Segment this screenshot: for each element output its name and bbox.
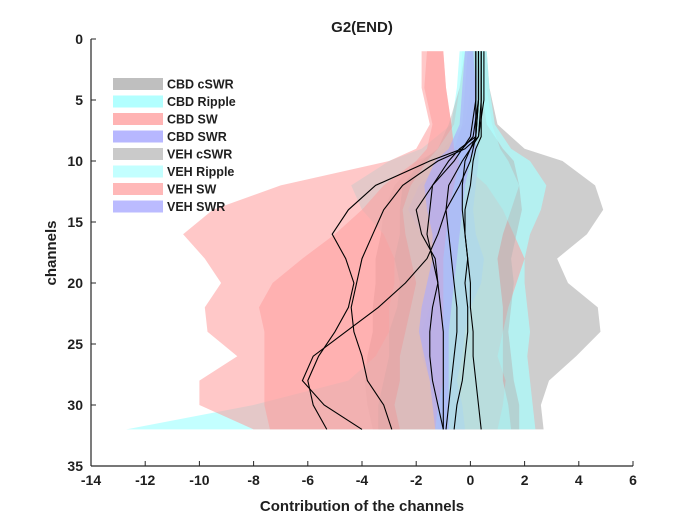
legend-label: VEH SWR <box>167 200 225 214</box>
series-line-3 <box>415 51 477 430</box>
y-tick-label: 5 <box>75 92 83 108</box>
y-tick-label: 10 <box>67 153 83 169</box>
x-tick-label: -12 <box>135 472 155 488</box>
x-axis-title: Contribution of the channels <box>260 498 464 515</box>
legend-swatch <box>113 95 163 108</box>
x-tick-label: 6 <box>629 472 637 488</box>
x-tick-label: -14 <box>81 472 101 488</box>
x-ticks: -14 -12 -10 -8 -6 -4 -2 0 2 4 6 <box>81 461 637 488</box>
y-tick-label: 15 <box>67 214 83 230</box>
series-line-2 <box>350 51 482 430</box>
legend-label: CBD Ripple <box>167 95 236 109</box>
x-tick-label: -2 <box>410 472 423 488</box>
legend-label: CBD SW <box>167 113 218 127</box>
x-tick-label: -10 <box>189 472 209 488</box>
y-tick-label: 20 <box>67 275 83 291</box>
y-tick-label: 0 <box>75 31 83 47</box>
y-tick-label: 25 <box>67 336 83 352</box>
y-axis-title: channels <box>43 220 60 285</box>
legend-label: VEH Ripple <box>167 165 234 179</box>
x-tick-label: 0 <box>467 472 475 488</box>
chart-title: G2(END) <box>331 19 393 36</box>
x-tick-label: 2 <box>521 472 529 488</box>
band-veh-swr <box>418 51 476 430</box>
legend-items: CBD cSWR CBD Ripple CBD SW CBD SWR VEH cSWR V… <box>113 78 236 214</box>
series-line-7 <box>453 51 482 430</box>
x-tick-label: -6 <box>302 472 315 488</box>
legend-label: CBD cSWR <box>167 78 234 92</box>
band-veh-sw <box>259 51 460 430</box>
lines-layer <box>301 51 485 430</box>
legend-label: VEH SW <box>167 183 217 197</box>
legend-swatch <box>113 183 163 195</box>
legend: CBD cSWR CBD Ripple CBD SW CBD SWR VEH cSWR V… <box>113 78 236 214</box>
y-tick-label: 35 <box>67 458 83 474</box>
legend-swatch <box>113 165 163 178</box>
legend-swatch <box>113 200 163 213</box>
bands-layer <box>126 51 604 430</box>
y-ticks: 0 5 10 15 20 25 30 35 <box>67 31 96 474</box>
legend-label: CBD SWR <box>167 130 227 144</box>
legend-label: VEH cSWR <box>167 148 232 162</box>
x-tick-label: -8 <box>247 472 260 488</box>
x-tick-label: 4 <box>575 472 583 488</box>
legend-swatch <box>113 130 163 143</box>
series-line-8 <box>301 51 477 430</box>
legend-swatch <box>113 78 163 90</box>
legend-swatch <box>113 148 163 160</box>
y-tick-label: 30 <box>67 397 83 413</box>
x-tick-label: -4 <box>356 472 369 488</box>
series-line-4 <box>426 51 480 430</box>
legend-swatch <box>113 113 163 125</box>
